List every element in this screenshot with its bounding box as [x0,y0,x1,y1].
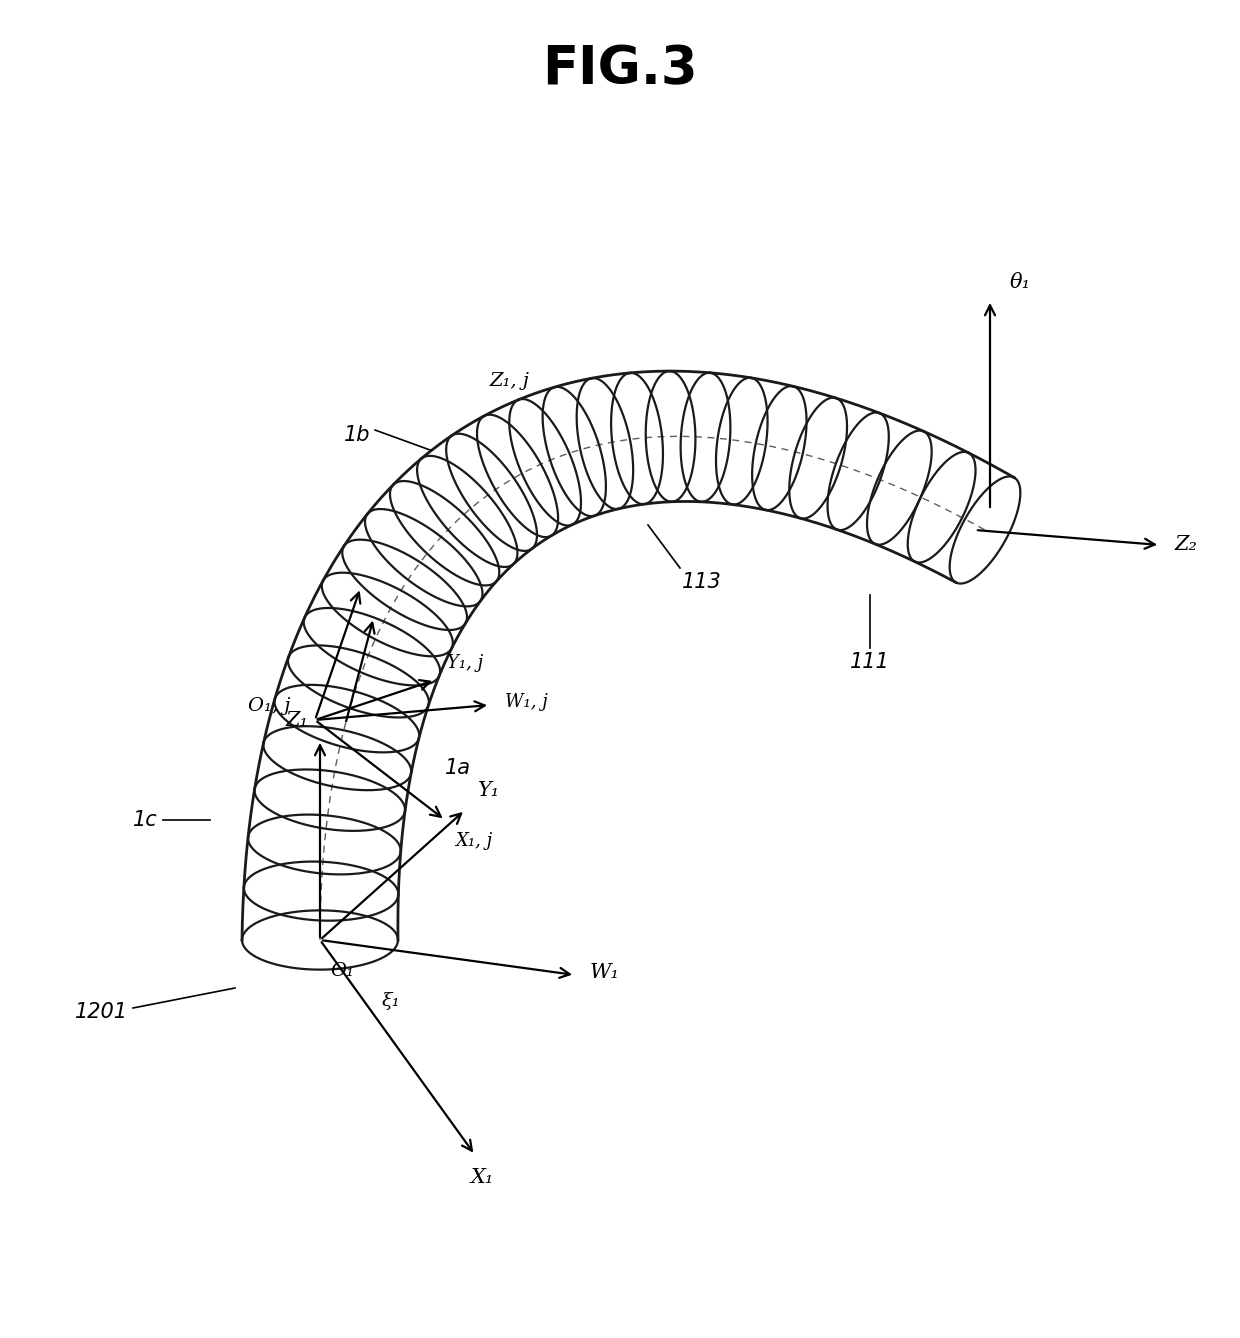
Text: Z₁, j: Z₁, j [490,372,529,389]
Text: 1b: 1b [343,425,370,446]
Text: 111: 111 [851,652,890,672]
Text: FIG.3: FIG.3 [542,43,698,95]
Text: ξ₁: ξ₁ [382,991,401,1010]
Text: Z₂: Z₂ [1176,534,1198,554]
Text: Y₁, j: Y₁, j [446,654,484,672]
Text: 113: 113 [682,573,722,591]
Text: Z₁: Z₁ [285,710,308,731]
Text: O₁, j: O₁, j [248,697,290,714]
Text: 1201: 1201 [74,1002,128,1022]
Text: θ₁: θ₁ [1011,273,1030,292]
Text: Y₁: Y₁ [477,781,500,800]
Text: W₁, j: W₁, j [505,693,548,710]
Text: O₁: O₁ [330,962,353,979]
Text: X₁: X₁ [470,1168,494,1187]
Text: 1c: 1c [133,809,157,830]
Text: W₁: W₁ [590,962,620,982]
Text: X₁, j: X₁, j [455,832,492,850]
Text: 1a: 1a [445,759,471,777]
